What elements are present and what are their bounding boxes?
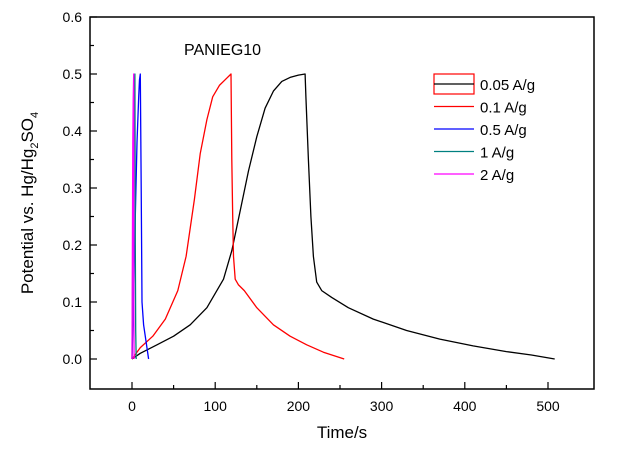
legend-label: 0.1 A/g: [480, 100, 527, 117]
y-axis-title-sub1: 2: [29, 143, 41, 149]
y-axis-title-mid: SO: [18, 118, 37, 143]
x-tick-label: 500: [536, 398, 560, 414]
series-line-0-05-a-g: [131, 73, 555, 360]
y-tick-label: 0.0: [63, 351, 83, 367]
plot-frame: [89, 16, 595, 390]
series-line-0-1-a-g: [131, 73, 345, 360]
x-axis-ticks: 0 100 200 300 400 500: [128, 382, 560, 414]
y-tick-label: 0.4: [63, 123, 83, 139]
y-axis-title: Potential vs. Hg/Hg2SO4: [18, 112, 41, 294]
legend-label: 1 A/g: [480, 145, 514, 162]
x-tick-label: 400: [453, 398, 477, 414]
annotation-label: PANIEG10: [184, 42, 261, 59]
x-tick-label: 200: [287, 398, 311, 414]
y-tick-label: 0.3: [63, 180, 83, 196]
y-tick-label: 0.6: [63, 9, 83, 25]
y-axis-ticks: 0.0 0.1 0.2 0.3 0.4 0.5 0.6: [63, 9, 97, 367]
legend-label: 0.5 A/g: [480, 122, 527, 139]
legend-label: 0.05 A/g: [480, 77, 535, 94]
x-axis-title: Time/s: [317, 423, 367, 442]
y-tick-label: 0.1: [63, 294, 83, 310]
legend: 0.05 A/g 0.1 A/g 0.5 A/g 1 A/g 2 A/g: [433, 73, 535, 184]
legend-label: 2 A/g: [480, 167, 514, 184]
series-line-2-a-g: [131, 73, 135, 360]
y-axis-title-sub2: 4: [29, 112, 41, 118]
y-axis-title-main: Potential vs. Hg/Hg: [18, 149, 37, 295]
x-tick-label: 0: [128, 398, 136, 414]
series-lines: [131, 73, 555, 360]
x-tick-label: 300: [370, 398, 394, 414]
y-tick-label: 0.5: [63, 66, 83, 82]
y-tick-label: 0.2: [63, 237, 83, 253]
x-tick-label: 100: [204, 398, 228, 414]
